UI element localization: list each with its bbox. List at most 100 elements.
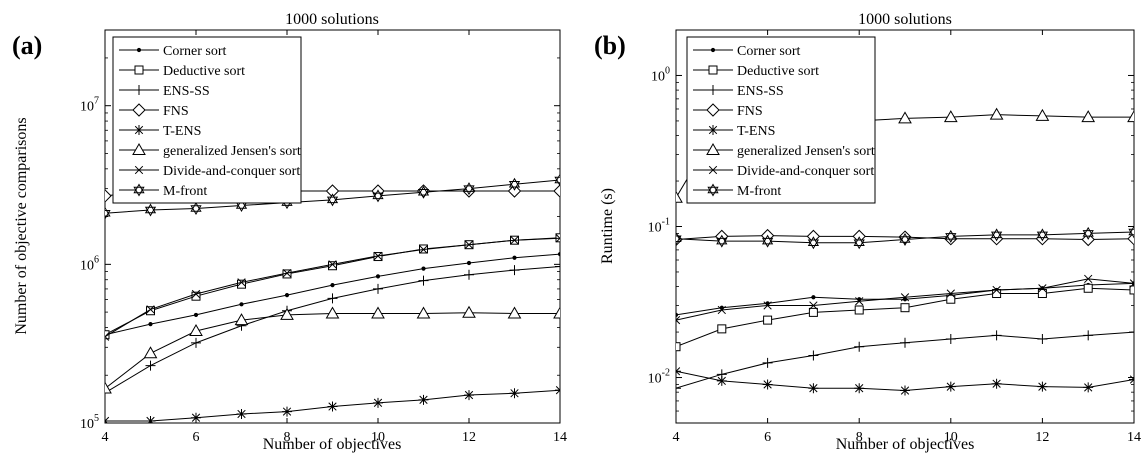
data-point-divide-and-conquer-sort [555,234,560,243]
legend-b: Corner sort Deductive sort ENS-SS FNS T-ENS g… [686,36,876,204]
data-point-corner-sort [557,252,560,257]
data-point-ens-ss [418,275,429,286]
data-point-generalized-jensen-s-sort [1081,110,1096,123]
legend-marker-ens-ss [134,85,144,95]
data-point-corner-sort [512,255,517,260]
data-point-m-front [807,239,820,250]
data-point-deductive-sort [555,233,560,243]
data-point-fns [507,184,522,198]
x-tick-label: 10 [371,430,385,445]
data-point-t-ens [900,385,910,396]
x-tick-label: 14 [553,430,567,445]
series-deductive-sort [676,283,1134,352]
x-tick-label: 8 [284,430,291,445]
legend-item-m-front: M-front [119,183,207,199]
data-point-generalized-jensen-s-sort [898,111,912,124]
data-point-ens-ss [854,341,865,352]
legend-item-generalized-jensen-s-sort: generalized Jensen's sort [693,142,875,159]
legend-label: M-front [163,184,207,199]
data-point-generalized-jensen-s-sort [143,346,158,359]
data-point-divide-and-conquer-sort [1084,274,1093,284]
data-point-t-ens [945,381,956,392]
data-point-fns [553,184,560,198]
panel-label-a: (a) [12,31,42,60]
x-tick-label: 4 [673,430,680,445]
legend-item-corner-sort: Corner sort [693,44,800,59]
data-point-m-front [899,236,911,247]
data-point-corner-sort [466,260,472,266]
legend-label: Corner sort [737,44,800,59]
data-point-ens-ss [555,261,560,272]
legend-marker-m-front [133,186,145,197]
y-tick-base: 10 [651,69,665,84]
legend-marker-t-ens [708,125,718,135]
data-point-corner-sort [421,266,426,271]
data-point-divide-and-conquer-sort [328,260,337,269]
data-point-divide-and-conquer-sort [946,289,955,298]
series-m-front [676,225,1134,250]
legend-label: T-ENS [737,124,775,139]
data-point-divide-and-conquer-sort [419,245,428,254]
data-point-divide-and-conquer-sort [992,285,1001,295]
data-point-deductive-sort [946,294,956,304]
data-point-generalized-jensen-s-sort [989,107,1004,120]
data-point-m-front [554,173,560,184]
data-point-ens-ss [1037,333,1048,344]
data-point-ens-ss [145,360,156,371]
data-point-t-ens [676,366,681,377]
legend-box [686,36,876,204]
data-point-t-ens [1037,381,1048,392]
data-point-ens-ss [464,269,474,280]
y-tick-exponent: 6 [94,254,99,265]
data-point-divide-and-conquer-sort [1038,284,1047,293]
y-tick-exponent: 7 [94,96,99,107]
series-ens-ss [676,327,1134,394]
data-point-corner-sort [148,322,153,327]
data-point-deductive-sort [992,289,1002,299]
data-point-deductive-sort [1129,285,1134,295]
data-point-corner-sort [284,292,290,298]
data-point-divide-and-conquer-sort [676,315,681,325]
legend-marker-ens-ss [708,85,718,95]
data-point-m-front [716,237,728,248]
y-tick-exponent: -2 [662,368,670,379]
legend-item-divide-and-conquer-sort: Divide-and-conquer sort [693,164,874,179]
data-point-t-ens [191,412,201,423]
legend-a: Corner sort Deductive sort ENS-SS FNS T-ENS g… [112,36,302,204]
data-point-ens-ss [945,333,956,344]
y-tick-base: 10 [648,221,662,236]
legend-label: Deductive sort [163,64,245,79]
data-point-m-front [326,196,339,207]
y-tick-base: 10 [80,258,94,273]
x-axis-label-a: Number of objectives [263,436,402,453]
y-tick-label: 10-1 [648,217,670,236]
data-point-m-front [1128,225,1134,236]
legend-item-t-ens: T-ENS [693,124,775,139]
legend-marker-deductive-sort [134,65,144,75]
data-point-ens-ss [1129,327,1134,338]
legend-marker-corner-sort [710,47,716,53]
data-point-generalized-jensen-s-sort [105,381,112,394]
data-point-m-front [676,232,682,242]
y-tick-label: 10-2 [648,368,670,387]
chart-title-b: 1000 solutions [858,11,952,28]
data-point-generalized-jensen-s-sort [371,306,385,319]
legend-label: FNS [737,104,763,119]
series-group-b [676,107,1134,396]
x-tick-label: 12 [1035,430,1049,445]
data-point-deductive-sort [808,307,818,317]
data-point-corner-sort [811,295,816,300]
y-tick-base: 10 [80,417,94,432]
data-point-divide-and-conquer-sort [510,236,519,245]
legend-item-corner-sort: Corner sort [119,44,226,59]
legend-item-m-front: M-front [693,183,781,199]
data-point-generalized-jensen-s-sort [325,306,340,319]
legend-marker-fns [132,103,146,117]
data-point-m-front [105,209,111,220]
legend-marker-t-ens [134,125,144,135]
data-point-m-front [372,192,384,203]
legend-label: ENS-SS [163,84,210,99]
data-point-ens-ss [1083,330,1094,341]
data-point-m-front [105,206,111,217]
x-axis-label-b: Number of objectives [836,436,975,453]
